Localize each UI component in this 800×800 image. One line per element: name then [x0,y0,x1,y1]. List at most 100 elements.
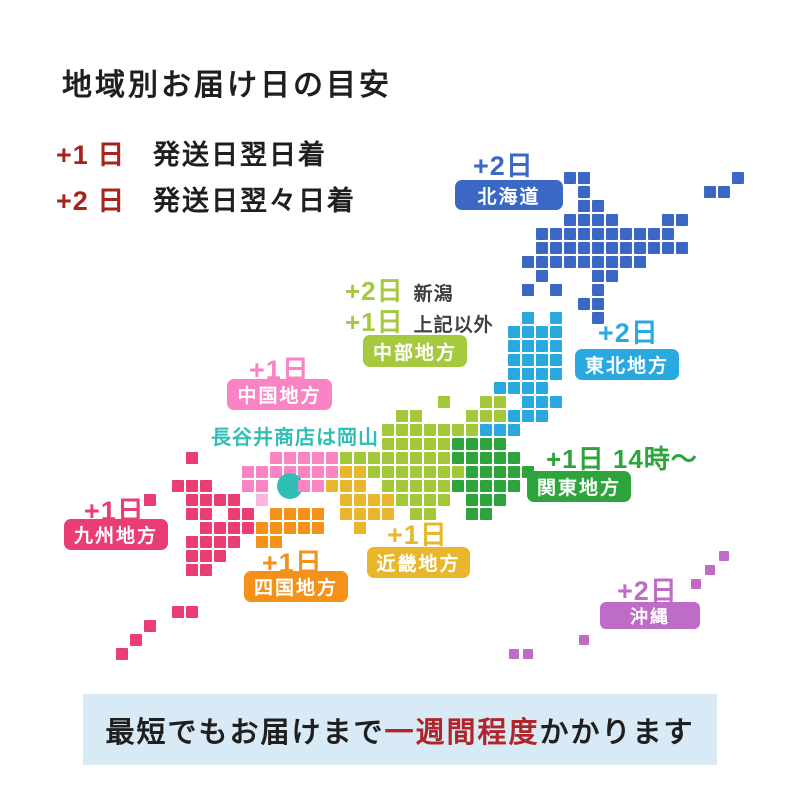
map-cell-hokkaido [578,298,590,310]
map-cell-tohoku [480,424,492,436]
chubu-days-label-2: +1日 [345,307,404,337]
map-cell-chubu [410,438,422,450]
map-cell-hokkaido [676,214,688,226]
map-cell-chubu [466,410,478,422]
map-cell-hokkaido [564,172,576,184]
map-cell-tohoku [550,340,562,352]
map-cell-hokkaido [592,312,604,324]
map-cell-hokkaido [564,256,576,268]
map-cell-hokkaido [606,256,618,268]
map-cell-hokkaido [592,256,604,268]
map-cell-kyushu [144,494,156,506]
tohoku-days-label: +2日 [598,318,659,348]
map-cell-chubu [438,424,450,436]
map-cell-chubu [438,480,450,492]
map-cell-chubu [410,508,422,520]
okinawa-region-badge: 沖縄 [600,602,700,629]
map-cell-hokkaido [536,242,548,254]
shop-location-note: 長谷井商店は岡山 [211,427,379,449]
map-cell-hokkaido [648,242,660,254]
map-cell-tohoku [536,354,548,366]
map-cell-kyushu [200,550,212,562]
map-cell-kinki [354,522,366,534]
map-cell-chubu [424,480,436,492]
kinki-days-label: +1日 [387,520,448,550]
map-cell-tohoku [522,354,534,366]
hokkaido-region-badge: 北海道 [455,180,563,210]
map-cell-hokkaido [522,256,534,268]
map-cell-chubu [396,452,408,464]
map-cell-chubu [438,396,450,408]
map-cell-kyushu [228,536,240,548]
delivery-notice-banner: 最短でもお届けまで 一週間程度 かかります [83,694,717,765]
map-cell-shikoku [298,508,310,520]
map-cell-shikoku [284,508,296,520]
map-cell-kyushu [186,564,198,576]
map-cell-chugoku [256,480,268,492]
map-cell-kanto [480,494,492,506]
map-cell-hokkaido [662,214,674,226]
map-cell-okinawa [719,551,729,561]
map-cell-chubu [452,466,464,478]
map-cell-kanto [466,438,478,450]
map-cell-okinawa [509,649,519,659]
chubu-days-block: +2日 新潟 +1日 上記以外 [345,271,494,337]
map-cell-kyushu [214,536,226,548]
shikoku-region-badge: 四国地方 [244,571,348,602]
map-cell-kinki [340,480,352,492]
map-cell-hokkaido [620,228,632,240]
map-cell-kyushu [186,480,198,492]
legend-days-1: +1 日 [56,140,126,170]
map-cell-chugoku [242,466,254,478]
map-cell-kyushu [200,522,212,534]
map-cell-hokkaido [662,228,674,240]
map-cell-hokkaido [578,228,590,240]
map-cell-kyushu [186,606,198,618]
map-cell-hokkaido [592,270,604,282]
map-cell-okinawa [705,565,715,575]
map-cell-chubu [480,396,492,408]
map-cell-tohoku [508,326,520,338]
map-cell-kanto [508,480,520,492]
kanto-region-badge: 関東地方 [527,471,631,502]
map-cell-kyushu [242,522,254,534]
map-cell-hokkaido [522,284,534,296]
map-cell-shikoku [270,522,282,534]
map-cell-chugoku-island [256,494,268,506]
map-cell-chubu [438,438,450,450]
chugoku-region-badge: 中国地方 [227,379,332,410]
map-cell-shikoku [312,508,324,520]
map-cell-tohoku [536,340,548,352]
map-cell-chugoku [326,466,338,478]
map-cell-hokkaido [536,270,548,282]
legend-desc-1: 発送日翌日着 [153,140,327,170]
map-cell-chugoku [298,466,310,478]
map-cell-chubu [368,452,380,464]
map-cell-hokkaido [578,214,590,226]
map-cell-tohoku [522,382,534,394]
map-cell-chubu [424,466,436,478]
map-cell-hokkaido [606,228,618,240]
map-cell-hokkaido [648,228,660,240]
map-cell-kyushu [186,494,198,506]
map-cell-kyushu [130,634,142,646]
map-cell-chubu [382,466,394,478]
map-cell-tohoku [536,382,548,394]
map-cell-tohoku [508,382,520,394]
banner-text-post: かかります [539,716,695,749]
map-cell-hokkaido [564,214,576,226]
map-cell-kanto [452,452,464,464]
okinawa-days-label: +2日 [617,576,678,606]
map-cell-kanto [480,480,492,492]
map-cell-chubu [396,466,408,478]
kinki-region-badge: 近畿地方 [367,547,470,578]
map-cell-chubu [424,508,436,520]
chubu-days-label-1: +2日 [345,276,404,306]
map-cell-okinawa [579,635,589,645]
map-cell-chubu [410,410,422,422]
map-cell-chubu [438,466,450,478]
map-cell-tohoku [536,326,548,338]
map-cell-kinki [354,466,366,478]
map-cell-kanto [466,494,478,506]
